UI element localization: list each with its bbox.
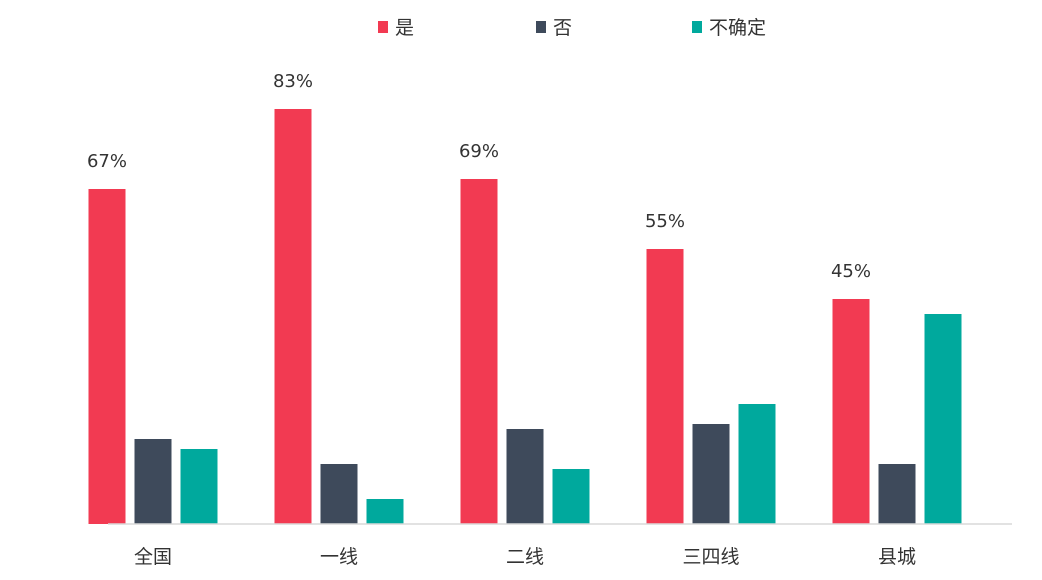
- category-label-0: 全国: [134, 546, 172, 568]
- legend-swatch-1: [536, 21, 546, 33]
- bar-1-2: [506, 429, 544, 524]
- category-label-2: 二线: [506, 546, 544, 568]
- category-label-1: 一线: [320, 546, 358, 568]
- legend-label-1: 否: [553, 17, 572, 39]
- category-label-4: 县城: [878, 546, 916, 568]
- bar-1-4: [878, 464, 916, 524]
- bar-1-0: [134, 439, 172, 524]
- bar-1-3: [692, 424, 730, 524]
- bar-2-3: [738, 404, 776, 524]
- data-label-2: 69%: [459, 141, 499, 162]
- data-labels-group: 67% 83% 69% 55% 45%: [87, 71, 871, 282]
- bar-0-2: [460, 179, 498, 524]
- bar-0-3: [646, 249, 684, 524]
- bar-0-1: [274, 109, 312, 524]
- category-label-3: 三四线: [682, 546, 739, 568]
- legend-swatch-0: [378, 21, 388, 33]
- bars-group: [88, 109, 962, 524]
- bar-0-0: [88, 189, 126, 524]
- bar-2-4: [924, 314, 962, 524]
- bar-1-1: [320, 464, 358, 524]
- data-label-3: 55%: [645, 211, 685, 232]
- legend-label-0: 是: [395, 17, 414, 39]
- category-labels-group: 全国 一线 二线 三四线 县城: [134, 546, 916, 568]
- bar-2-2: [552, 469, 590, 524]
- data-label-1: 83%: [273, 71, 313, 92]
- bar-2-0: [180, 449, 218, 524]
- legend: 是 否 不确定: [378, 17, 766, 39]
- legend-label-2: 不确定: [709, 17, 766, 39]
- legend-swatch-2: [692, 21, 702, 33]
- data-label-4: 45%: [831, 261, 871, 282]
- bar-2-1: [366, 499, 404, 524]
- data-label-0: 67%: [87, 151, 127, 172]
- bar-0-4: [832, 299, 870, 524]
